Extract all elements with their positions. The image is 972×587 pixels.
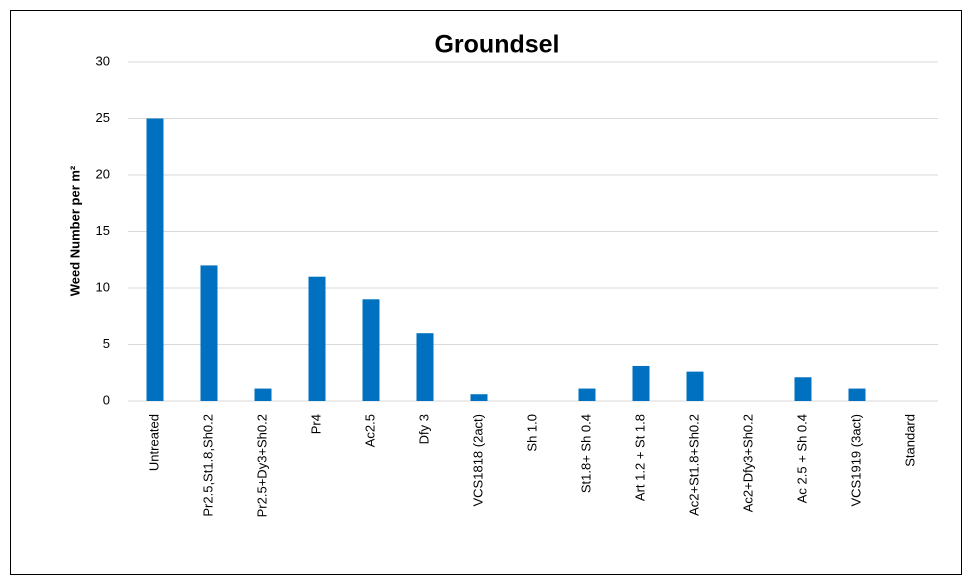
x-tick-label: Pr4 xyxy=(308,414,323,434)
y-tick-label: 0 xyxy=(103,392,110,407)
bar xyxy=(416,333,434,401)
y-axis-title: Weed Number per m² xyxy=(67,165,82,296)
y-tick-label: 10 xyxy=(96,279,110,294)
y-tick-label: 30 xyxy=(96,53,110,68)
bar xyxy=(578,388,596,401)
chart-title: Groundsel xyxy=(434,31,559,59)
x-tick-label: Ac 2.5 + Sh 0.4 xyxy=(794,414,809,503)
x-tick-label: Pr2.5+Dy3+Sh0.2 xyxy=(254,414,269,517)
bar xyxy=(362,299,380,401)
x-tick-label: Ac2.5 xyxy=(362,414,377,447)
x-tick-label: Sh 1.0 xyxy=(524,414,539,452)
bar xyxy=(470,394,488,401)
bar xyxy=(200,265,218,401)
bar xyxy=(254,388,272,401)
bar xyxy=(794,377,812,401)
chart-border xyxy=(10,10,962,575)
x-tick-label: Pr2.5,St1.8,Sh0.2 xyxy=(200,414,215,517)
x-tick-label: Art 1.2 + St 1.8 xyxy=(632,414,647,501)
bar xyxy=(848,388,866,401)
bar xyxy=(632,365,650,401)
bar xyxy=(686,371,704,401)
bar xyxy=(146,118,164,401)
x-tick-label: St1.8+ Sh 0.4 xyxy=(578,414,593,493)
y-tick-label: 15 xyxy=(96,223,110,238)
y-tick-label: 5 xyxy=(103,336,110,351)
x-tick-label: Untreated xyxy=(146,414,161,471)
x-tick-label: Standard xyxy=(902,414,917,467)
y-tick-label: 25 xyxy=(96,110,110,125)
x-tick-label: VCS1818 (2act) xyxy=(470,414,485,507)
x-tick-label: VCS1919 (3act) xyxy=(848,414,863,507)
bar xyxy=(308,276,326,401)
x-tick-label: Ac2+Dfy3+Sh0.2 xyxy=(740,414,755,512)
y-tick-label: 20 xyxy=(96,166,110,181)
x-tick-label: Ac2+St1.8+Sh0.2 xyxy=(686,414,701,516)
x-tick-label: Dfy 3 xyxy=(416,414,431,444)
